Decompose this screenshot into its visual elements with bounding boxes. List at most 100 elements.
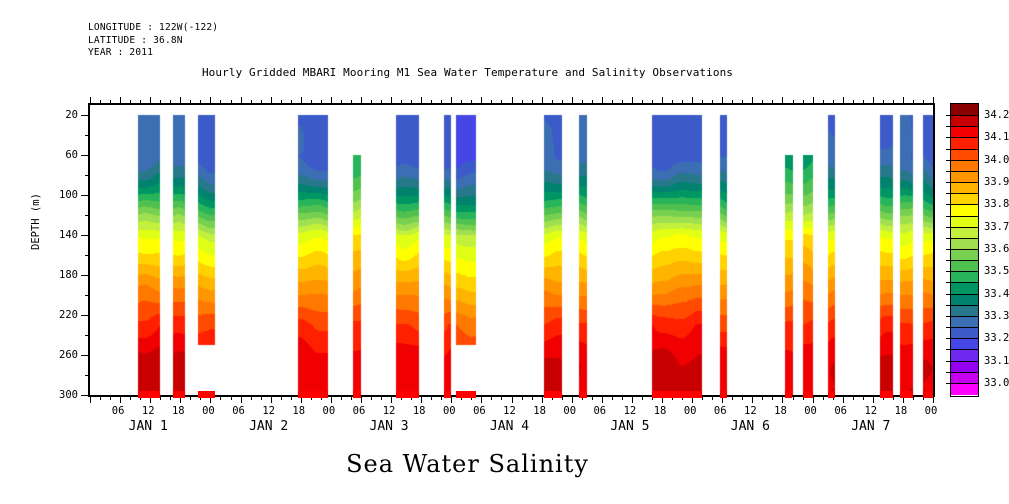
x-tick — [300, 395, 302, 403]
year-text: YEAR : 2011 — [88, 47, 154, 58]
x-tick-top — [411, 100, 413, 105]
x-tick-top — [782, 97, 784, 105]
colorbar-label: 34.15 — [984, 131, 1009, 144]
x-tick — [852, 395, 854, 400]
data-coverage-mark — [137, 391, 161, 398]
x-tick-top — [130, 100, 132, 105]
y-tick — [85, 175, 90, 176]
x-tick — [100, 395, 102, 400]
x-tick — [511, 395, 513, 403]
x-tick — [180, 395, 182, 403]
x-hour-label: 06 — [593, 405, 607, 417]
colorbar-segment — [951, 271, 978, 284]
colorbar-label: 34.25 — [984, 109, 1009, 122]
x-hour-label: 06 — [713, 405, 727, 417]
colorbar-tick — [946, 237, 951, 239]
x-tick-top — [561, 100, 563, 105]
x-tick-top — [120, 97, 122, 105]
x-hour-label: 18 — [533, 405, 546, 417]
colorbar-tick — [946, 304, 951, 306]
colorbar-segment — [951, 159, 978, 172]
colorbar-divider — [951, 371, 978, 373]
x-day-label: JAN 3 — [369, 419, 409, 434]
data-coverage-mark — [784, 391, 793, 398]
x-hour-label: 12 — [864, 405, 878, 417]
x-tick-top — [571, 97, 573, 105]
colorbar-label: 33.05 — [984, 376, 1009, 389]
x-tick-top — [190, 100, 192, 105]
colorbar-label: 33.75 — [984, 220, 1009, 233]
y-tick-label: 60 — [65, 149, 78, 161]
station-metadata: LONGITUDE : 122W(-122) LATITUDE : 36.8N … — [88, 22, 218, 60]
x-tick-top — [230, 100, 232, 105]
x-tick — [220, 395, 222, 400]
colorbar-divider — [951, 159, 978, 161]
colorbar-tick — [946, 349, 951, 351]
x-tick — [360, 395, 362, 403]
x-tick-top — [732, 100, 734, 105]
x-tick-top — [631, 97, 633, 105]
x-tick-top — [461, 100, 463, 105]
x-tick — [280, 395, 282, 400]
colorbar-divider — [951, 315, 978, 317]
x-tick — [792, 395, 794, 400]
colorbar-segment — [951, 315, 978, 328]
x-tick — [631, 395, 633, 403]
data-coverage-mark — [353, 391, 361, 398]
x-tick-top — [702, 100, 704, 105]
y-tick — [81, 275, 90, 276]
colorbar-divider — [951, 193, 978, 195]
x-tick-top — [591, 100, 593, 105]
x-tick-top — [360, 97, 362, 105]
x-tick — [330, 395, 332, 403]
x-tick-top — [902, 97, 904, 105]
x-tick — [812, 395, 814, 403]
x-tick — [601, 395, 603, 403]
colorbar-tick — [946, 137, 951, 139]
colorbar-segment — [951, 349, 978, 362]
x-day-label: JAN 5 — [610, 419, 650, 434]
x-tick-top — [260, 100, 262, 105]
x-tick — [120, 395, 122, 403]
y-tick — [81, 235, 90, 236]
colorbar-segment — [951, 304, 978, 317]
x-tick — [250, 395, 252, 400]
colorbar-label: 34.05 — [984, 153, 1009, 166]
x-tick-top — [662, 97, 664, 105]
x-tick-top — [140, 100, 142, 105]
x-hour-label: 18 — [171, 405, 185, 417]
data-coverage-mark — [827, 391, 836, 398]
x-tick-top — [371, 100, 372, 105]
data-coverage-mark — [544, 391, 562, 398]
data-coverage-mark — [579, 391, 587, 398]
colorbar-divider — [951, 137, 978, 139]
colorbar-divider — [951, 282, 978, 284]
x-tick-top — [501, 100, 503, 105]
x-tick — [210, 395, 212, 403]
x-hour-label: 06 — [834, 405, 847, 417]
x-tick — [872, 395, 874, 403]
x-tick-top — [290, 100, 292, 105]
colorbar-tick — [946, 371, 951, 373]
x-tick — [270, 395, 272, 403]
y-tick-label: 300 — [59, 389, 78, 401]
x-tick — [591, 395, 593, 400]
x-tick — [371, 395, 372, 400]
x-tick-top — [521, 100, 523, 105]
y-tick — [81, 115, 90, 116]
x-tick-top — [752, 97, 754, 105]
x-tick-top — [250, 100, 252, 105]
x-tick — [190, 395, 192, 400]
y-tick — [85, 295, 90, 296]
x-tick — [381, 395, 383, 400]
x-day-label: JAN 4 — [489, 419, 530, 434]
colorbar-label: 33.85 — [984, 198, 1009, 211]
colorbar-divider — [951, 338, 978, 340]
x-tick — [782, 395, 784, 403]
x-tick-top — [511, 97, 513, 105]
x-tick-top — [531, 100, 533, 105]
x-hour-label: 00 — [442, 405, 456, 417]
y-tick — [81, 355, 90, 356]
x-tick — [742, 395, 744, 400]
x-hour-label: 00 — [804, 405, 817, 417]
